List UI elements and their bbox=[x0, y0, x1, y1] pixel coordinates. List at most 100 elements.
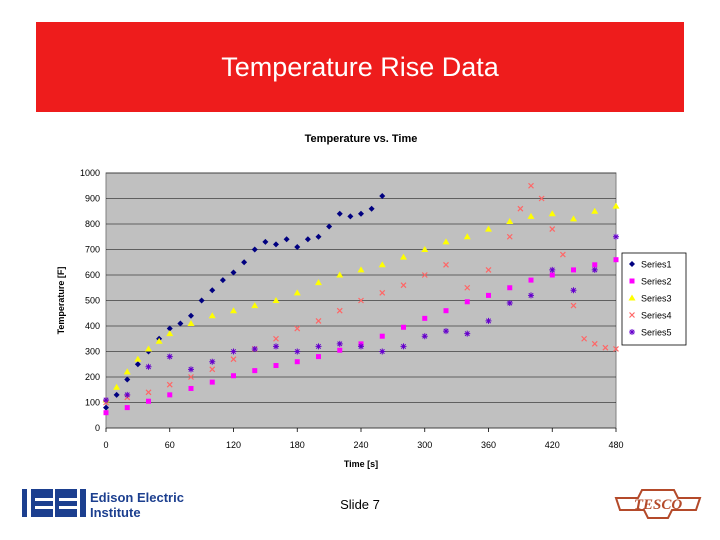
y-tick-label: 0 bbox=[95, 423, 100, 433]
series1-point bbox=[103, 404, 109, 411]
series3-point bbox=[442, 238, 450, 245]
y-tick-label: 600 bbox=[85, 270, 100, 280]
series2-point bbox=[592, 262, 598, 268]
y-tick-label: 700 bbox=[85, 245, 100, 255]
series1-point bbox=[230, 269, 237, 276]
y-tick-label: 200 bbox=[85, 372, 100, 382]
series4-point bbox=[591, 340, 598, 347]
series4-point bbox=[315, 317, 322, 324]
series2-point bbox=[486, 292, 491, 298]
series5-point bbox=[166, 353, 173, 360]
series3-point bbox=[145, 345, 152, 352]
series1-point bbox=[177, 320, 184, 327]
x-tick-label: 120 bbox=[226, 440, 241, 450]
series1-point bbox=[273, 241, 279, 248]
legend-label-series5: Series5 bbox=[641, 328, 672, 338]
series4-point bbox=[166, 381, 173, 388]
series5-point bbox=[464, 330, 471, 337]
series4-point bbox=[209, 366, 216, 373]
y-tick-label: 500 bbox=[85, 296, 100, 306]
x-tick-label: 180 bbox=[290, 440, 305, 450]
series3-point bbox=[548, 210, 556, 217]
series2-point bbox=[231, 373, 236, 379]
series4-point bbox=[485, 266, 492, 273]
series5-point bbox=[591, 266, 598, 273]
legend-marker-series3 bbox=[628, 294, 636, 301]
series5-point bbox=[613, 233, 619, 240]
series1-point bbox=[262, 238, 269, 245]
series5-point bbox=[358, 343, 364, 350]
series2-point bbox=[443, 308, 449, 314]
temperature-chart: Temperature vs. Time01002003004005006007… bbox=[56, 133, 687, 469]
legend-label-series1: Series1 bbox=[641, 260, 672, 270]
series5-point bbox=[273, 343, 279, 350]
series4-point bbox=[517, 205, 524, 212]
legend-label-series4: Series4 bbox=[641, 311, 672, 321]
series1-point bbox=[219, 277, 226, 284]
series3-point bbox=[485, 225, 492, 232]
y-tick-label: 400 bbox=[85, 321, 100, 331]
series1-point bbox=[166, 325, 173, 332]
series2-point bbox=[401, 324, 406, 330]
series5-point bbox=[209, 358, 216, 365]
series3-point bbox=[315, 279, 322, 286]
series2-point bbox=[294, 359, 300, 365]
series3-point bbox=[336, 271, 344, 278]
y-axis-label: Temperature [F] bbox=[56, 267, 66, 335]
slide-title: Temperature Rise Data bbox=[221, 51, 499, 82]
y-tick-label: 800 bbox=[85, 219, 100, 229]
series4-point bbox=[145, 389, 152, 396]
series3-point bbox=[527, 212, 535, 219]
chart-title: Temperature vs. Time bbox=[305, 133, 418, 145]
series2-point bbox=[146, 398, 151, 404]
series1-point bbox=[113, 391, 120, 398]
series4-point bbox=[581, 335, 588, 342]
series2-point bbox=[188, 385, 194, 391]
series2-point bbox=[337, 347, 343, 353]
title-banner: Temperature Rise Data bbox=[36, 22, 684, 112]
x-tick-label: 480 bbox=[608, 440, 623, 450]
series1-point bbox=[124, 376, 131, 383]
y-tick-label: 1000 bbox=[80, 168, 100, 178]
series1-point bbox=[283, 236, 290, 243]
series4-point bbox=[602, 344, 609, 351]
series5-point bbox=[294, 348, 301, 355]
series1-point bbox=[209, 287, 216, 294]
series4-point bbox=[443, 261, 449, 268]
series3-point bbox=[113, 383, 121, 390]
series5-point bbox=[251, 345, 258, 352]
legend-marker-series1 bbox=[629, 261, 635, 267]
series2-point bbox=[167, 392, 173, 398]
series5-point bbox=[124, 391, 131, 398]
series2-point bbox=[124, 405, 130, 411]
series4-point bbox=[559, 251, 566, 258]
series1-point bbox=[358, 210, 364, 217]
series4-point bbox=[336, 307, 343, 314]
series4-point bbox=[379, 289, 386, 296]
series5-point bbox=[315, 343, 322, 350]
x-tick-label: 300 bbox=[417, 440, 432, 450]
series1-point bbox=[368, 205, 375, 212]
series1-point bbox=[188, 312, 194, 319]
series3-point bbox=[166, 330, 174, 337]
series2-point bbox=[103, 410, 109, 416]
series2-point bbox=[252, 368, 258, 374]
series3-point bbox=[357, 266, 365, 273]
series2-point bbox=[316, 354, 321, 360]
series4-point bbox=[506, 233, 513, 240]
series1-point bbox=[347, 213, 354, 220]
x-axis-label: Time [s] bbox=[344, 459, 378, 469]
slide-number: Slide 7 bbox=[340, 497, 380, 512]
series4-point bbox=[358, 297, 364, 304]
eei-name-line1: Edison Electric bbox=[90, 490, 184, 505]
series3-point bbox=[570, 215, 577, 222]
series2-point bbox=[613, 257, 619, 263]
series2-point bbox=[549, 272, 555, 278]
series3-point bbox=[251, 302, 259, 309]
eei-logo: Edison Electric Institute bbox=[22, 489, 184, 520]
series5-point bbox=[528, 292, 534, 299]
series4-point bbox=[421, 272, 428, 278]
series5-point bbox=[336, 340, 343, 347]
series4-point bbox=[464, 284, 471, 291]
x-tick-label: 360 bbox=[481, 440, 496, 450]
